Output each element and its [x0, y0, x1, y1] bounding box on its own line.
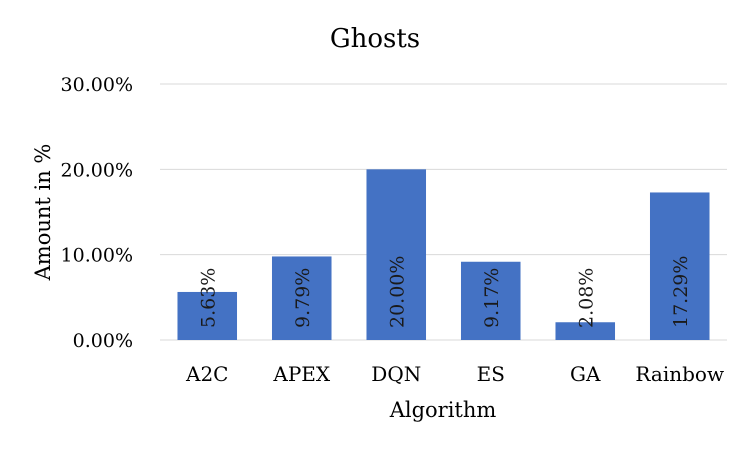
bar	[460, 261, 521, 340]
bar	[649, 192, 710, 340]
bar	[271, 256, 332, 340]
data-label: 9.79%	[292, 268, 314, 328]
y-tick-label: 30.00%	[61, 74, 133, 96]
x-tick-label: A2C	[185, 362, 228, 386]
y-tick-label: 10.00%	[61, 245, 133, 267]
bar	[177, 291, 238, 340]
bar	[555, 322, 616, 340]
data-labels: 5.63% 9.79% 20.00% 9.17% 2.08% 17.29%	[197, 256, 692, 328]
x-tick-label: APEX	[272, 362, 331, 386]
gridlines	[160, 83, 727, 341]
y-tick-label: 20.00%	[61, 159, 133, 181]
data-label: 2.08%	[575, 268, 597, 328]
bars	[177, 169, 710, 340]
chart-title: Ghosts	[330, 24, 420, 54]
data-label: 9.17%	[481, 268, 503, 328]
data-label: 5.63%	[197, 268, 219, 328]
data-label: 17.29%	[670, 256, 692, 328]
x-tick-label: GA	[570, 362, 601, 386]
x-tick-label: DQN	[371, 362, 421, 386]
x-axis-title: Algorithm	[389, 398, 497, 422]
bar	[366, 169, 427, 340]
x-tick-label: Rainbow	[635, 362, 724, 386]
data-label: 20.00%	[386, 256, 408, 328]
y-axis-ticks: 0.00% 10.00% 20.00% 30.00%	[61, 74, 133, 352]
x-axis-categories: A2C APEX DQN ES GA Rainbow	[185, 362, 724, 386]
y-axis-title: Amount in %	[31, 144, 55, 282]
x-tick-label: ES	[477, 362, 505, 386]
y-tick-label: 0.00%	[73, 330, 133, 352]
